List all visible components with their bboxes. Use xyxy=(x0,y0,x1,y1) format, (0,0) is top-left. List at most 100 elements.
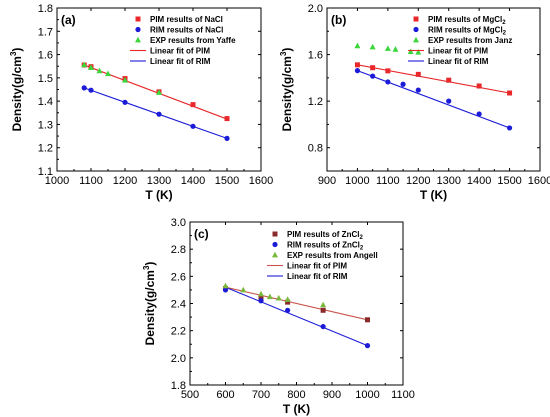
y-tick-label: 3.0 xyxy=(171,217,186,229)
x-tick-label: 1100 xyxy=(79,175,103,187)
x-tick-label: 1000 xyxy=(45,175,69,187)
data-point-square xyxy=(224,116,230,122)
data-point-triangle xyxy=(384,45,391,51)
y-axis-title: Density(g/cm3) xyxy=(142,262,157,346)
data-point-square xyxy=(413,16,419,22)
x-tick-label: 1400 xyxy=(181,175,205,187)
x-tick-label: 1200 xyxy=(406,175,430,187)
data-point-circle xyxy=(400,81,406,87)
chart-panel-2: 900 1000 1100 1200 1300 1400 1500 1600 0.8 1.2 1.6… xyxy=(279,3,550,202)
data-point-square xyxy=(190,102,196,108)
fit-line xyxy=(357,70,510,129)
data-point-triangle xyxy=(222,282,229,289)
data-point-circle xyxy=(385,79,391,85)
y-tick-label: 1.4 xyxy=(38,96,53,108)
data-point-square xyxy=(365,317,370,323)
data-point-circle xyxy=(122,99,128,105)
data-point-triangle xyxy=(320,301,327,308)
series-fit-5 xyxy=(84,87,228,139)
data-point-triangle xyxy=(354,42,361,49)
data-point-circle xyxy=(413,26,419,33)
series-fit-4 xyxy=(225,286,368,321)
legend-item: RIM results of MgCl2 xyxy=(413,26,507,37)
legend-label: Linear fit of RIM xyxy=(150,57,211,66)
x-tick-label: 1100 xyxy=(376,175,400,187)
y-tick-label: 2.4 xyxy=(171,299,186,311)
data-point-square xyxy=(135,16,141,22)
data-point-square xyxy=(370,65,376,71)
legend-item: EXP results from Yaffe xyxy=(135,36,236,45)
data-point-circle xyxy=(272,241,278,248)
y-tick-label: 2.0 xyxy=(308,3,323,15)
y-tick-label: 1.2 xyxy=(308,96,323,108)
legend-label: Linear fit of PIM xyxy=(428,47,488,56)
legend-item: Linear fit of PIM xyxy=(267,262,347,271)
data-point-square xyxy=(476,83,482,89)
legend-item: EXP results from Angell xyxy=(272,251,378,260)
y-tick-label: 2.0 xyxy=(171,353,186,365)
legend-label: Linear fit of PIM xyxy=(150,47,210,56)
fit-line xyxy=(84,87,228,139)
x-tick-label: 1200 xyxy=(113,175,137,187)
data-point-square xyxy=(354,62,360,68)
x-tick-label: 1100 xyxy=(391,389,415,401)
data-point-triangle xyxy=(369,43,376,50)
data-point-triangle xyxy=(284,296,291,302)
legend-label: RIM results of MgCl2 xyxy=(428,26,507,37)
fit-line xyxy=(225,286,368,321)
legend-item: Linear fit of RIM xyxy=(408,57,489,66)
data-point-triangle xyxy=(88,64,94,71)
y-tick-label: 2.8 xyxy=(171,244,186,256)
legend-item: Linear fit of RIM xyxy=(267,272,348,281)
fit-line xyxy=(357,64,510,94)
data-point-square xyxy=(258,295,264,301)
x-tick-label: 1600 xyxy=(528,175,550,187)
legend-label: PIM results of MgCl2 xyxy=(428,15,506,26)
y-tick-label: 2.2 xyxy=(171,326,186,338)
data-point-circle xyxy=(156,111,162,117)
x-tick-label: 900 xyxy=(318,175,336,187)
x-axis-title: T (K) xyxy=(420,188,447,202)
x-axis-title: T (K) xyxy=(145,188,172,202)
y-axis-title: Density(g/cm3) xyxy=(9,48,24,132)
y-tick-label: 1.5 xyxy=(38,73,53,85)
series-fit-5 xyxy=(225,286,368,347)
data-point-circle xyxy=(81,85,87,91)
series-points-2 xyxy=(354,68,513,131)
data-point-triangle xyxy=(105,70,111,77)
x-tick-label: 1300 xyxy=(436,175,460,187)
series-fit-4 xyxy=(357,64,510,94)
data-point-circle xyxy=(224,135,230,141)
data-point-circle xyxy=(446,98,452,104)
fit-line xyxy=(84,64,228,120)
legend-item: Linear fit of PIM xyxy=(130,47,210,56)
data-point-square xyxy=(285,299,291,305)
legend-item: EXP results from Janz xyxy=(413,36,512,45)
x-tick-label: 900 xyxy=(323,389,341,401)
data-point-triangle xyxy=(122,76,128,83)
y-tick-label: 1.1 xyxy=(38,166,53,178)
data-point-circle xyxy=(476,111,482,117)
y-tick-label: 1.2 xyxy=(38,143,53,155)
legend-item: Linear fit of RIM xyxy=(130,57,211,66)
series-points-3 xyxy=(222,282,327,308)
data-point-circle xyxy=(88,87,94,93)
fit-line xyxy=(225,286,368,347)
series-points-2 xyxy=(81,85,230,141)
data-point-square xyxy=(385,68,391,74)
y-tick-label: 1.6 xyxy=(38,50,53,62)
series-fit-4 xyxy=(84,64,228,120)
panel-label: (a) xyxy=(61,13,76,27)
x-tick-label: 1500 xyxy=(215,175,239,187)
x-axis-title: T (K) xyxy=(283,402,310,416)
series-points-1 xyxy=(354,62,513,96)
legend: PIM results of NaCl RIM results of NaClEX… xyxy=(130,15,236,66)
y-axis-title: Density(g/cm3) xyxy=(279,48,294,132)
x-tick-label: 1000 xyxy=(345,175,369,187)
legend-label: EXP results from Janz xyxy=(428,36,512,45)
x-tick-label: 1300 xyxy=(147,175,171,187)
x-tick-label: 500 xyxy=(181,389,199,401)
